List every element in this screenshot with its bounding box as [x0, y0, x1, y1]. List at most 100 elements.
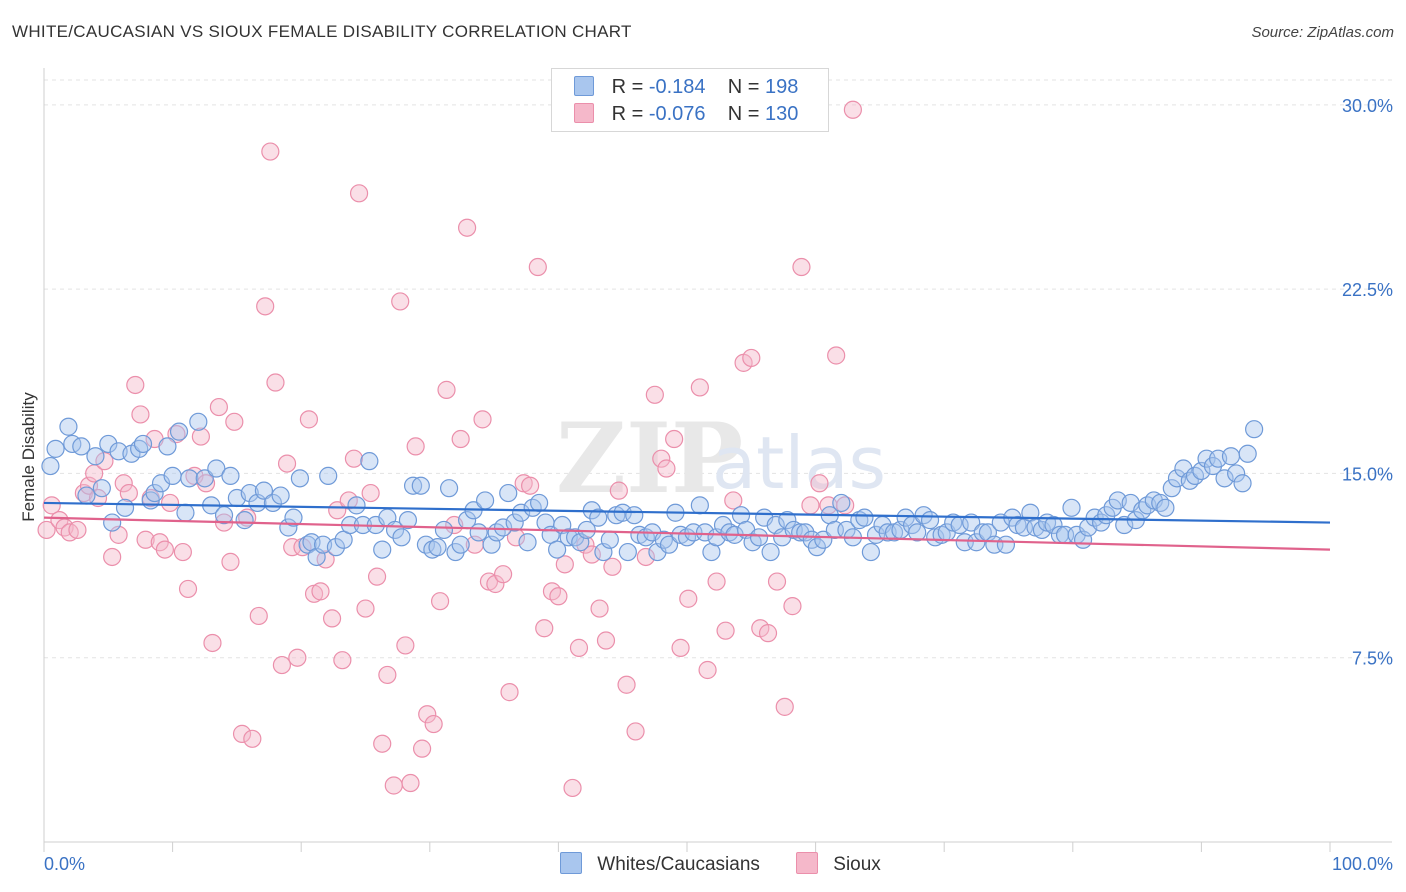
sioux-point	[590, 599, 609, 618]
sioux-point	[277, 454, 297, 473]
sioux-point	[68, 520, 87, 540]
sioux-point	[665, 429, 684, 449]
sioux-point	[716, 621, 735, 640]
sioux-point	[126, 375, 145, 395]
whites-point	[861, 542, 880, 562]
sioux-point	[155, 540, 174, 559]
whites-point	[1221, 447, 1241, 466]
sioux-trend-line	[43, 516, 1331, 551]
whites-point	[996, 535, 1016, 554]
sioux-point	[288, 648, 307, 667]
sioux-point	[225, 412, 244, 431]
whites-point	[695, 523, 715, 542]
whites-point	[180, 469, 199, 488]
sioux-point	[767, 572, 787, 591]
legend-swatch-blue	[574, 76, 594, 96]
whites-point	[163, 466, 182, 485]
whites-point	[530, 493, 549, 513]
sioux-point	[191, 427, 210, 446]
whites-point	[77, 486, 96, 505]
sioux-point	[42, 496, 61, 515]
sioux-point	[473, 410, 492, 429]
sioux-point	[328, 501, 347, 520]
sioux-point	[266, 373, 285, 392]
whites-point	[86, 447, 105, 466]
bottom-legend-swatch-blue	[560, 852, 582, 874]
sioux-point	[88, 488, 108, 508]
sioux-point	[249, 606, 268, 626]
whites-point	[411, 476, 430, 495]
watermark-atlas: atlas	[712, 421, 886, 505]
sioux-point	[261, 142, 280, 161]
whites-point	[1227, 464, 1246, 483]
sioux-point	[783, 597, 802, 616]
sioux-point	[209, 397, 228, 417]
sioux-point	[609, 481, 628, 500]
sioux-point	[333, 651, 352, 670]
whites-point	[1245, 420, 1264, 439]
sioux-point	[167, 425, 186, 444]
whites-point	[189, 412, 208, 431]
legend-r-value-2: -0.076	[648, 103, 706, 125]
whites-point	[398, 511, 418, 530]
sioux-point	[827, 346, 846, 365]
sioux-point	[396, 636, 415, 655]
sioux-point	[412, 739, 432, 758]
sioux-point	[535, 619, 554, 638]
sioux-point	[131, 405, 150, 424]
sioux-point	[243, 729, 262, 748]
legend: R = -0.184 N = 198 R = -0.076 N = 130	[551, 68, 829, 132]
sioux-point	[256, 297, 275, 316]
sioux-point	[617, 675, 636, 694]
sioux-point	[801, 496, 820, 515]
sioux-point	[349, 184, 369, 203]
sioux-point	[103, 547, 122, 567]
sioux-point	[582, 545, 601, 564]
sioux-point	[775, 697, 794, 716]
whites-point	[176, 503, 195, 522]
sioux-point	[636, 547, 655, 567]
sioux-point	[367, 567, 387, 586]
sioux-point	[356, 599, 375, 618]
bottom-legend-sioux: Sioux	[796, 852, 881, 876]
sioux-point	[418, 705, 437, 724]
sioux-point	[500, 683, 519, 702]
legend-row-sioux: R = -0.076 N = 130	[574, 101, 798, 127]
whites-point	[169, 422, 189, 441]
whites-point	[778, 511, 797, 530]
legend-n-value-1: 198	[765, 76, 799, 98]
whites-point	[600, 530, 619, 549]
y-tick-label: 30.0%	[1342, 96, 1393, 116]
sioux-point	[563, 778, 582, 798]
chart-title: WHITE/CAUCASIAN VS SIOUX FEMALE DISABILI…	[12, 22, 632, 41]
whites-point	[221, 466, 240, 485]
whites-point	[761, 542, 780, 562]
sioux-point	[384, 776, 403, 795]
whites-point	[92, 479, 111, 498]
sioux-point	[486, 574, 505, 594]
whites-point	[690, 496, 709, 515]
sioux-point	[160, 493, 180, 513]
whites-point	[1115, 515, 1134, 535]
whites-point	[254, 481, 274, 500]
whites-point	[59, 417, 78, 436]
sioux-points	[37, 100, 862, 798]
whites-point	[103, 513, 122, 532]
sioux-point	[272, 655, 292, 675]
y-tick-label: 15.0%	[1342, 464, 1393, 484]
sioux-point	[555, 555, 574, 574]
sioux-point	[724, 491, 743, 510]
whites-point	[1062, 498, 1081, 517]
sioux-point	[843, 100, 862, 119]
whites-point	[469, 523, 488, 542]
whites-point	[618, 542, 637, 562]
sioux-point	[119, 483, 138, 503]
sioux-point	[603, 557, 622, 576]
sioux-point	[114, 474, 133, 493]
whites-point	[505, 513, 524, 532]
whites-point	[145, 483, 164, 503]
whites-point	[271, 486, 290, 505]
x-ticks	[43, 842, 1331, 852]
legend-r-value-1: -0.184	[648, 76, 706, 98]
